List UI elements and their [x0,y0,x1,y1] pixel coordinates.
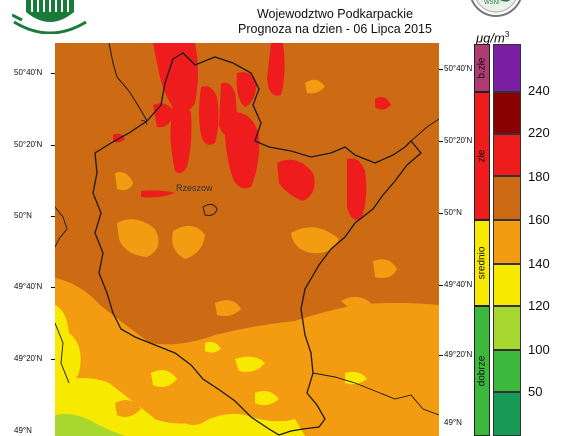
lat-label-left: 50°40'N [14,68,43,77]
legend-value: 50 [528,384,543,399]
forecast-map [55,43,439,436]
legend-swatch-green [493,350,521,392]
lat-tick [51,216,55,217]
legend-swatch-purple [493,44,521,92]
lat-label-right: 49°20'N [444,350,473,359]
legend-value: 220 [528,125,550,140]
legend-swatch-dark-red [493,92,521,134]
legend: b.złe złe srednio dobrze [474,44,521,436]
lat-label-left: 49°40'N [14,282,43,291]
institution-logo-left [12,0,87,34]
lat-label-left: 50°N [14,211,32,220]
lat-tick [439,355,443,356]
lat-label-right: 49°40'N [444,280,473,289]
legend-swatch-dark-green [493,392,521,436]
map-subtitle: Prognoza na dzien - 06 Lipca 2015 [238,22,432,36]
legend-swatch-yellow [493,264,521,306]
lat-tick [439,213,443,214]
legend-category-srednio: srednio [474,220,490,306]
legend-category-dobrze: dobrze [474,306,490,436]
lat-tick [51,145,55,146]
lat-tick [51,359,55,360]
lat-tick [51,73,55,74]
lat-label-right: 50°20'N [444,136,473,145]
legend-swatch-orange [493,220,521,264]
lat-tick [439,285,443,286]
legend-category-bardzo-zle: b.złe [474,44,490,92]
legend-value: 140 [528,256,550,271]
lat-label-left: 49°N [14,426,32,435]
legend-swatch-brown [493,176,521,220]
legend-unit: μg/m3 [476,30,510,46]
legend-value: 160 [528,212,550,227]
city-label-rzeszow: Rzeszow [176,183,213,193]
lat-tick [439,141,443,142]
legend-value: 120 [528,298,550,313]
lat-label-right: 50°40'N [444,64,473,73]
legend-category-zle: złe [474,92,490,220]
lat-label-right: 49°N [444,418,462,427]
legend-value: 100 [528,342,550,357]
legend-swatch-light-green [493,306,521,350]
legend-swatch-red [493,134,521,176]
logo-right-text: WSNI [484,0,500,6]
lat-tick [51,287,55,288]
header: Wojewodztwo Podkarpackie Prognoza na dzi… [0,0,571,40]
map-title: Wojewodztwo Podkarpackie [256,7,414,21]
lat-label-left: 50°20'N [14,140,43,149]
institution-logo-right: WSNI [471,0,521,17]
legend-value: 240 [528,83,550,98]
lat-tick [439,69,443,70]
legend-value: 180 [528,169,550,184]
lat-label-left: 49°20'N [14,354,43,363]
lat-label-right: 50°N [444,208,462,217]
